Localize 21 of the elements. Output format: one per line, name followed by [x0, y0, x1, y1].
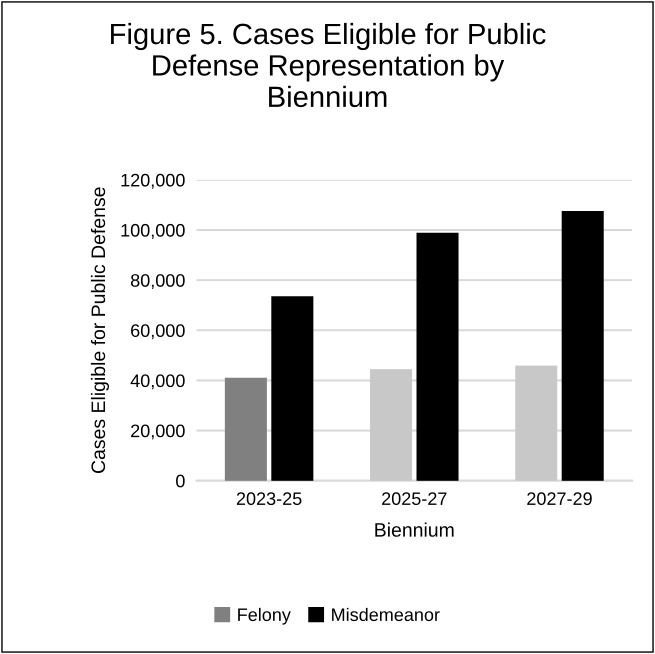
x-axis-title: Biennium — [375, 522, 454, 537]
legend-label: Felony — [238, 608, 291, 625]
bar — [370, 369, 412, 481]
x-tick-label: 2027-29 — [527, 492, 592, 506]
chart-title: Figure 5. Cases Eligible for Public Defense Representation by Biennium — [111, 22, 546, 108]
bar — [562, 210, 604, 481]
bar — [515, 366, 558, 481]
y-tick-label: 20,000 — [131, 424, 185, 440]
y-tick-label: 100,000 — [122, 224, 185, 239]
bar — [416, 232, 459, 481]
bar — [224, 378, 267, 481]
y-tick-label: 120,000 — [122, 174, 185, 189]
y-axis-title: Cases Eligible for Public Defense — [90, 187, 110, 474]
y-tick-label: 80,000 — [130, 274, 185, 289]
bar — [271, 296, 314, 481]
y-tick-label: 40,000 — [130, 374, 185, 390]
legend-label: Misdemeanor — [332, 608, 440, 622]
x-tick-label: 2025-27 — [382, 492, 447, 506]
x-tick-label: 2023-25 — [236, 492, 302, 506]
y-tick-label: 0 — [176, 474, 185, 488]
y-tick-label: 60,000 — [131, 324, 185, 340]
